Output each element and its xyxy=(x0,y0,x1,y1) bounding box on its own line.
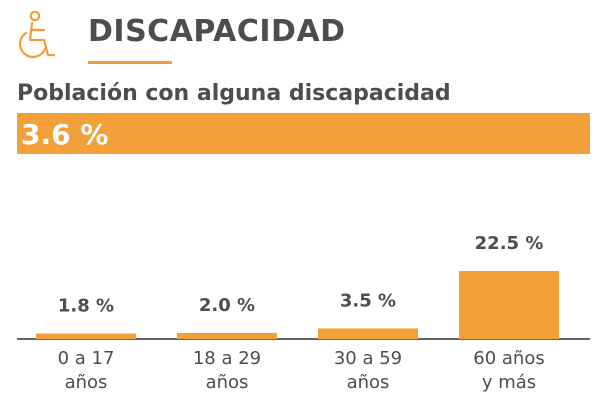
subtitle: Población con alguna discapacidad xyxy=(17,81,451,106)
wheelchair-icon xyxy=(18,10,56,59)
tick-label: años xyxy=(65,372,108,393)
tick-label: 30 a 59 xyxy=(334,348,402,369)
bar xyxy=(36,333,136,339)
tick-label: y más xyxy=(482,372,536,393)
page-title: DISCAPACIDAD xyxy=(88,14,346,49)
data-label: 22.5 % xyxy=(475,233,544,254)
title-underline xyxy=(88,61,172,64)
tick-label: 0 a 17 xyxy=(58,348,115,369)
tick-label: años xyxy=(347,372,390,393)
bar xyxy=(318,328,418,339)
bar xyxy=(177,332,277,339)
total-band: 3.6 % xyxy=(17,113,590,154)
bar xyxy=(459,271,559,339)
data-label: 1.8 % xyxy=(58,296,114,317)
tick-label: años xyxy=(206,372,249,393)
tick-label: 60 años xyxy=(473,348,544,369)
total-value: 3.6 % xyxy=(21,118,109,151)
data-label: 2.0 % xyxy=(199,295,255,316)
tick-label: 18 a 29 xyxy=(193,348,261,369)
data-label: 3.5 % xyxy=(340,290,396,311)
